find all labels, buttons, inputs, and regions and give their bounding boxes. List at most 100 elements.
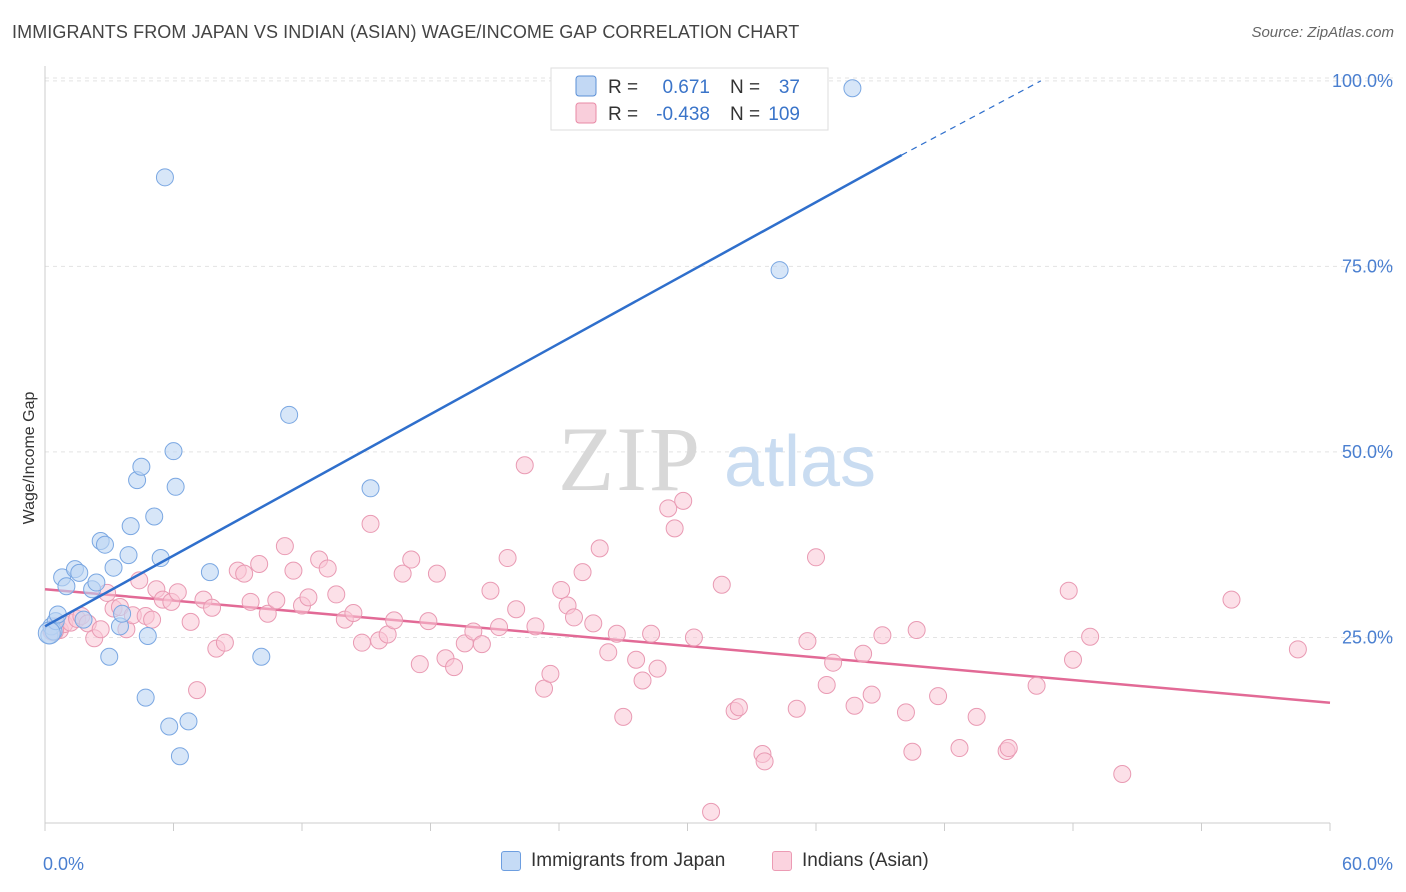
legend-swatch-japan-bottom xyxy=(501,851,521,871)
point-indians-asian xyxy=(787,699,806,718)
point-indians-asian xyxy=(1222,590,1241,609)
point-immigrants-japan xyxy=(87,573,106,592)
point-indians-asian xyxy=(642,624,661,643)
point-indians-asian xyxy=(552,580,571,599)
point-indians-asian xyxy=(241,592,260,611)
point-indians-asian xyxy=(674,491,693,510)
point-immigrants-japan xyxy=(770,261,789,280)
point-indians-asian xyxy=(648,659,667,678)
point-indians-asian xyxy=(755,752,774,771)
point-indians-asian xyxy=(361,514,380,533)
trend-line-japan-dashed xyxy=(901,80,1042,156)
point-indians-asian xyxy=(181,612,200,631)
trend-line-japan-solid xyxy=(44,153,903,628)
y-axis-label: Wage/Income Gap xyxy=(21,392,38,525)
point-indians-asian xyxy=(729,698,748,717)
point-immigrants-japan xyxy=(843,79,862,98)
source-label: Source: ZipAtlas.com xyxy=(1251,24,1394,41)
point-indians-asian xyxy=(410,655,429,674)
point-indians-asian xyxy=(275,537,294,556)
gridlines xyxy=(45,77,1395,638)
series-immigrants-japan xyxy=(37,79,862,766)
point-indians-asian xyxy=(564,608,583,627)
point-immigrants-japan xyxy=(74,610,93,629)
point-immigrants-japan xyxy=(160,717,179,736)
point-indians-asian xyxy=(393,564,412,583)
point-indians-asian xyxy=(627,650,646,669)
point-indians-asian xyxy=(352,633,371,652)
point-indians-asian xyxy=(250,554,269,573)
point-indians-asian xyxy=(215,633,234,652)
point-indians-asian xyxy=(419,612,438,631)
point-indians-asian xyxy=(1288,640,1307,659)
point-indians-asian xyxy=(481,581,500,600)
point-indians-asian xyxy=(490,618,509,637)
point-indians-asian xyxy=(498,549,517,568)
point-indians-asian xyxy=(445,658,464,677)
point-indians-asian xyxy=(907,621,926,640)
point-immigrants-japan xyxy=(70,563,89,582)
axes xyxy=(44,66,1331,831)
point-indians-asian xyxy=(258,604,277,623)
legend-swatch-indians xyxy=(575,102,597,124)
point-indians-asian xyxy=(967,707,986,726)
legend-r-label-japan: R = xyxy=(608,77,638,98)
y-tick-label: 100.0% xyxy=(1332,71,1393,91)
point-immigrants-japan xyxy=(138,626,157,645)
trend-line-indians-solid xyxy=(44,587,1331,705)
point-indians-asian xyxy=(91,620,110,639)
point-immigrants-japan xyxy=(136,688,155,707)
point-immigrants-japan xyxy=(164,442,183,461)
point-indians-asian xyxy=(472,635,491,654)
point-indians-asian xyxy=(318,559,337,578)
point-indians-asian xyxy=(284,561,303,580)
point-indians-asian xyxy=(464,622,483,641)
point-immigrants-japan xyxy=(100,647,119,666)
point-indians-asian xyxy=(1113,765,1132,784)
point-indians-asian xyxy=(267,591,286,610)
point-immigrants-japan xyxy=(170,747,189,766)
point-indians-asian xyxy=(402,550,421,569)
point-indians-asian xyxy=(807,548,825,567)
point-indians-asian xyxy=(999,739,1018,758)
point-indians-asian xyxy=(526,617,545,636)
point-immigrants-japan xyxy=(361,479,380,498)
x-tick-label-min: 0.0% xyxy=(43,854,84,874)
point-indians-asian xyxy=(188,681,207,700)
point-indians-asian xyxy=(344,603,363,622)
point-immigrants-japan xyxy=(200,563,219,582)
series-indians-asian xyxy=(42,456,1307,821)
y-tick-label: 50.0% xyxy=(1342,442,1393,462)
point-immigrants-japan xyxy=(252,647,271,666)
point-immigrants-japan xyxy=(104,558,123,577)
tick-labels: 25.0% 50.0% 75.0% 100.0% 0.0% 60.0% xyxy=(43,71,1393,874)
point-immigrants-japan xyxy=(95,535,114,554)
point-indians-asian xyxy=(299,588,318,607)
point-indians-asian xyxy=(607,624,626,643)
point-indians-asian xyxy=(507,600,526,619)
chart-title: IMMIGRANTS FROM JAPAN VS INDIAN (ASIAN) … xyxy=(12,22,800,42)
point-indians-asian xyxy=(235,564,254,583)
point-indians-asian xyxy=(584,614,603,633)
point-indians-asian xyxy=(873,626,892,645)
point-indians-asian xyxy=(659,499,678,518)
point-indians-asian xyxy=(862,685,881,704)
legend-r-label-indians: R = xyxy=(608,104,638,125)
point-indians-asian xyxy=(798,632,817,651)
point-indians-asian xyxy=(385,611,404,630)
legend-top: R = 0.671 N = 37 R = -0.438 N = 109 xyxy=(550,67,829,131)
point-indians-asian xyxy=(327,585,346,604)
legend-r-value-indians: -0.438 xyxy=(656,104,710,125)
legend-label-indians: Indians (Asian) xyxy=(802,850,929,871)
point-indians-asian xyxy=(535,679,554,698)
trend-line-japan xyxy=(44,80,1042,628)
point-indians-asian xyxy=(684,628,703,647)
legend-bottom: Immigrants from Japan Indians (Asian) xyxy=(0,850,1406,880)
point-immigrants-japan xyxy=(155,168,174,187)
legend-n-value-japan: 37 xyxy=(779,77,800,98)
watermark: ZIP atlas xyxy=(558,408,876,510)
point-immigrants-japan xyxy=(179,712,198,731)
legend-swatch-japan xyxy=(575,75,597,97)
point-indians-asian xyxy=(1027,676,1046,695)
